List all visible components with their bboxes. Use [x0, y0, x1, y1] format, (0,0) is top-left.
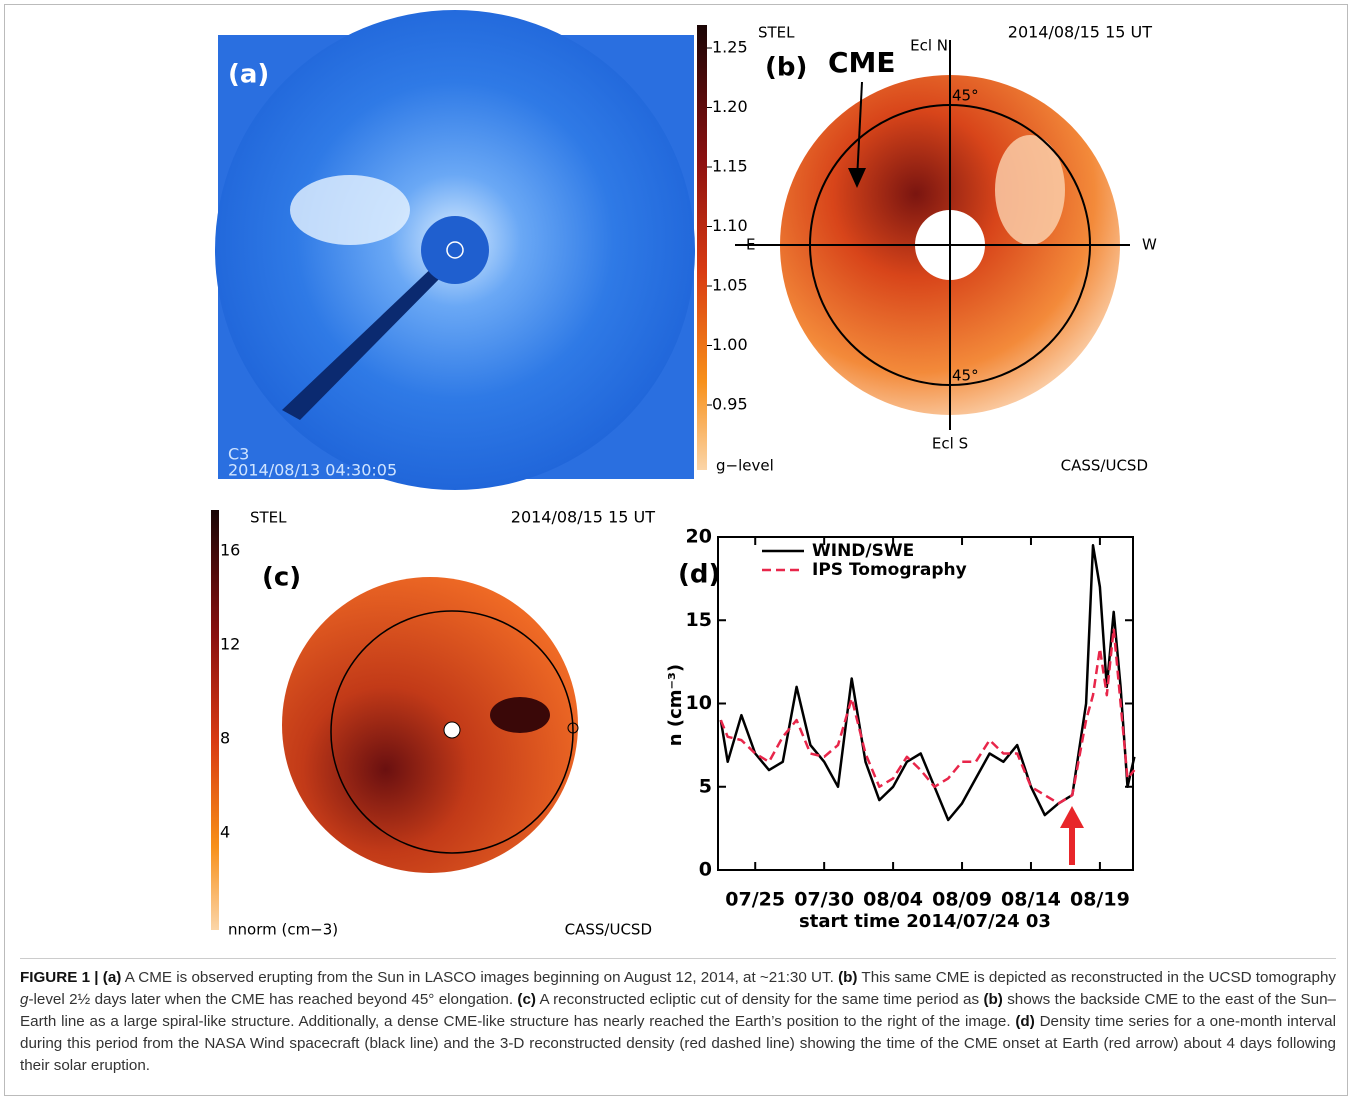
colorbar-tick-label: 1.00 — [712, 335, 748, 354]
y-tick-label: 20 — [686, 526, 712, 548]
caption-bold: FIGURE 1 | (a) — [20, 969, 121, 986]
caption-text: A reconstructed ecliptic cut of density … — [536, 991, 983, 1008]
legend-label: WIND/SWE — [812, 541, 914, 561]
colorbar-tick-label: 8 — [220, 729, 230, 748]
colorbar-tick-label: 0.95 — [712, 395, 748, 414]
caption-text: A CME is observed erupting from the Sun … — [121, 969, 838, 986]
credit: CASS/UCSD — [565, 921, 652, 939]
chart: 0 5 10 15 20 07/25 07/30 08/04 08/09 08/14 08/19 WI… — [686, 526, 1135, 911]
x-axis-label: start time 2014/07/24 03 — [799, 911, 1051, 932]
colorbar — [697, 25, 707, 470]
caption: FIGURE 1 | (a) A CME is observed eruptin… — [20, 958, 1336, 1077]
page: (a) C3 2014/08/13 04:30:05 1.251.201.151… — [0, 0, 1354, 1101]
elongation-label: 45° — [952, 87, 979, 105]
caption-text: This same CME is depicted as reconstruct… — [857, 969, 1336, 986]
colorbar-tick-label: 1.05 — [712, 276, 748, 295]
caption-bold: (c) — [517, 991, 536, 1008]
colorbar-tick-label: 4 — [220, 823, 230, 842]
y-tick-label: 15 — [686, 609, 712, 631]
dense-region — [490, 697, 550, 733]
panel-label: (c) — [262, 563, 301, 593]
date: 2014/08/15 15 UT — [511, 508, 655, 527]
colorbar-tick-label: 1.15 — [712, 157, 748, 176]
caption-bold: (b) — [983, 991, 1002, 1008]
source: STEL — [758, 24, 795, 42]
x-tick-label: 08/19 — [1070, 889, 1130, 911]
south-label: Ecl S — [932, 435, 968, 453]
colorbar-label: nnorm (cm−3) — [228, 921, 338, 939]
x-tick-label: 08/14 — [1001, 889, 1061, 911]
caption-text: -level 2½ days later when the CME has re… — [28, 991, 517, 1008]
y-axis-label: n (cm⁻³) — [665, 664, 686, 746]
cme-bright — [290, 175, 410, 245]
colorbar-tick-label: 1.10 — [712, 216, 748, 235]
y-tick-label: 10 — [686, 692, 712, 714]
credit: CASS/UCSD — [1061, 457, 1148, 475]
colorbar — [211, 510, 219, 930]
panel-label: (b) — [765, 53, 807, 83]
colorbar-tick-label: 1.25 — [712, 38, 748, 57]
colorbar-tick-label: 16 — [220, 541, 240, 560]
annotation: CME — [828, 46, 896, 79]
occulter — [421, 216, 489, 284]
elongation-label: 45° — [952, 367, 979, 385]
y-tick-label: 0 — [699, 859, 712, 881]
y-tick-label: 5 — [699, 775, 712, 797]
caption-bold: (b) — [838, 969, 857, 986]
x-tick-label: 08/09 — [932, 889, 992, 911]
panel-label: (d) — [678, 560, 720, 590]
east-label: E — [746, 236, 755, 254]
panel-label: (a) — [228, 60, 269, 90]
source: STEL — [250, 509, 287, 527]
x-tick-label: 08/04 — [863, 889, 923, 911]
date: 2014/08/15 15 UT — [1008, 23, 1152, 42]
colorbar-tick-label: 12 — [220, 635, 240, 654]
colorbar-label: g−level — [716, 457, 774, 475]
west-label: W — [1142, 236, 1157, 254]
series-line — [721, 629, 1135, 804]
legend-label: IPS Tomography — [812, 560, 967, 580]
onset-arrow-head — [1060, 806, 1084, 828]
x-tick-label: 07/25 — [725, 889, 785, 911]
x-tick-label: 07/30 — [794, 889, 854, 911]
caption-bold: (d) — [1015, 1013, 1034, 1030]
figure: (a) C3 2014/08/13 04:30:05 1.251.201.151… — [0, 0, 1354, 950]
north-label: Ecl N — [910, 37, 948, 55]
sun-marker — [444, 722, 460, 738]
timestamp: 2014/08/13 04:30:05 — [228, 461, 397, 480]
colorbar-tick-label: 1.20 — [712, 97, 748, 116]
